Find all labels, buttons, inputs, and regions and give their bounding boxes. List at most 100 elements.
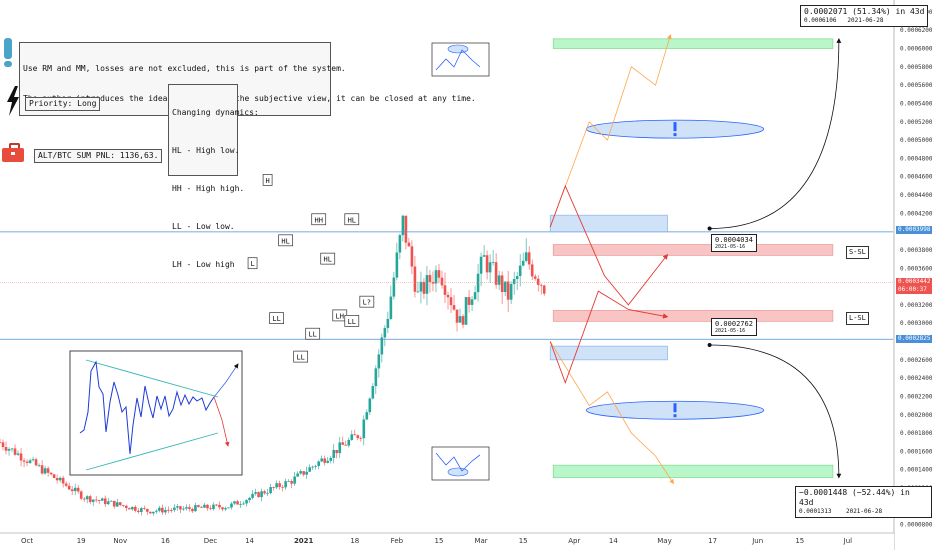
candle-body (515, 276, 519, 280)
pivot-label-box (247, 257, 258, 270)
entry-lower-zone (549, 345, 668, 361)
candle-body (260, 491, 263, 498)
pivot-label-2: HL (281, 237, 289, 245)
lower-origin-date: 2021-05-16 (715, 328, 746, 334)
candle-body (118, 502, 122, 506)
lower-origin-price: 0.0002762 (715, 320, 753, 328)
candle-body (191, 508, 194, 512)
upper-origin-price: 0.0004034 (715, 236, 753, 244)
lower-level-price-tag: 0.0002825 (896, 335, 932, 343)
lightning-icon (7, 86, 19, 116)
candle-body (94, 499, 98, 501)
lower-target-callout: −0.0001448 (−52.44%) in 43d 0.0001313 20… (795, 486, 932, 518)
candle-body (407, 242, 411, 247)
pivot-label-1: L (250, 260, 254, 268)
bearish-mini-diagram-line (435, 452, 481, 472)
candle-body (323, 458, 327, 463)
candle-body (449, 297, 453, 306)
y-tick-label-3: 0.0005800 (900, 64, 932, 71)
candle-body (79, 491, 83, 499)
triangle-illustration (69, 350, 243, 476)
candle-body (182, 508, 185, 510)
candle-body (341, 442, 345, 445)
candle-body (374, 368, 378, 387)
candle-body (173, 507, 176, 511)
pivot-label-box (293, 350, 309, 363)
price-axis: 0.00064000.00062000.00060000.00058000.00… (893, 0, 932, 550)
candle-body (404, 215, 408, 243)
candle-body (443, 285, 447, 295)
upper-origin-dot (707, 226, 712, 231)
candle-body (179, 506, 182, 510)
candle-body (269, 487, 272, 494)
candle-body (314, 465, 318, 467)
bullish-mini-diagram-line (435, 49, 481, 71)
y-tick-label-2: 0.0006000 (900, 46, 932, 53)
y-tick-label-28: 0.0000800 (900, 522, 932, 529)
candle-body (350, 434, 354, 440)
candle-body (19, 453, 23, 461)
y-tick-label-5: 0.0005400 (900, 100, 932, 107)
candle-body (127, 508, 131, 510)
x-tick-label-0: Oct (21, 537, 33, 545)
pivot-label-box (320, 252, 336, 265)
lower-origin-callout: 0.0002762 2021-05-16 (711, 318, 757, 336)
candle-body (446, 294, 450, 298)
candle-body (0, 442, 2, 444)
candle-body (206, 504, 209, 509)
candle-body (82, 498, 86, 500)
candle-body (58, 477, 62, 481)
candle-body (16, 453, 20, 455)
candle-body (248, 497, 251, 501)
y-tick-label-10: 0.0004400 (900, 192, 932, 199)
triangle-price-line (79, 360, 215, 455)
candle-body (254, 492, 257, 494)
candle-body (509, 284, 513, 300)
candle-body (167, 509, 170, 511)
candle-body (452, 305, 456, 310)
x-tick-label-14: May (657, 537, 671, 545)
candle-body (326, 460, 330, 463)
triangle-frame (69, 350, 243, 476)
candle-body (188, 507, 191, 509)
candle-body (467, 297, 471, 305)
candle-body (106, 501, 110, 505)
y-tick-label-14: 0.0003600 (900, 265, 932, 272)
candle-body (377, 354, 381, 369)
x-tick-label-16: Jun (751, 537, 763, 545)
candle-body (473, 292, 477, 300)
dynamics-hl: HL - High low. (172, 146, 240, 155)
briefcase-icon (2, 143, 24, 162)
pivot-label-6: HL (324, 256, 332, 264)
candle-body (479, 256, 483, 274)
candle-body (335, 449, 339, 454)
triangle-down-arrow (213, 396, 230, 447)
y-tick-label-13: 0.0003800 (900, 247, 932, 254)
candle-body (251, 493, 254, 498)
candle-body (521, 260, 525, 266)
y-tick-label-23: 0.0001800 (900, 430, 932, 437)
pivot-label-box (344, 315, 360, 327)
y-tick-label-25: 0.0001400 (900, 467, 932, 474)
candle-body (533, 276, 537, 279)
candle-body (212, 504, 215, 510)
x-tick-label-7: 18 (350, 537, 359, 545)
bearish-mini-diagram-ellipse (447, 467, 469, 477)
candle-body (233, 501, 236, 504)
candle-body (64, 483, 68, 486)
lower-target-arc (709, 344, 842, 479)
price-axis-bg (894, 0, 932, 550)
candle-body (10, 448, 14, 450)
pivot-label-box (262, 174, 273, 186)
candle-body (155, 510, 158, 512)
candle-body (34, 459, 38, 466)
candle-body (1, 442, 5, 447)
lower-ellipse-exclamation-dot (673, 414, 677, 418)
candle-body (170, 510, 173, 511)
candle-body (317, 461, 321, 466)
candle-body (49, 472, 53, 475)
candle-body (416, 291, 420, 293)
upper-target-text: 0.0002071 (51.34%) in 43d (804, 7, 925, 16)
candle-body (88, 496, 92, 502)
